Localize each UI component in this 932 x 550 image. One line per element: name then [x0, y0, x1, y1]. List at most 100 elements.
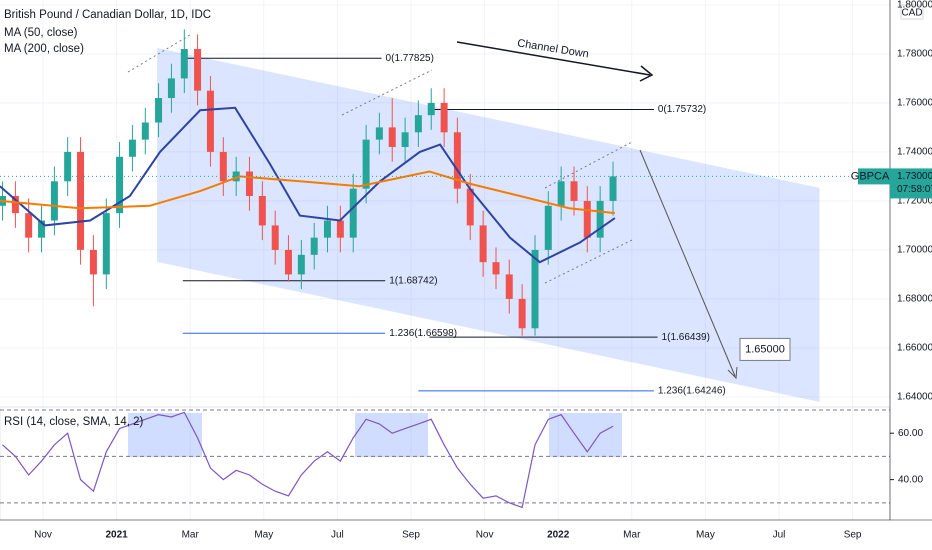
candle-body: [544, 205, 552, 250]
candle-body: [271, 225, 279, 250]
rsi-highlight: [128, 413, 202, 457]
candle-body: [167, 78, 175, 99]
ma-line: [0, 170, 615, 215]
price-label: 1.73000: [897, 171, 932, 182]
fib-label: 0(1.75732): [658, 104, 706, 115]
y-tick-label: 1.80000: [897, 0, 932, 11]
candle-body: [362, 139, 370, 189]
x-tick-label: Nov: [34, 530, 52, 541]
currency: CAD: [901, 8, 922, 19]
candle-body: [323, 220, 331, 238]
x-tick-label: May: [254, 530, 273, 541]
y-tick-label: 1.66000: [897, 343, 932, 354]
candle-body: [297, 254, 305, 275]
x-tick-label: Jul: [773, 530, 786, 541]
rsi-title: RSI (14, close, SMA, 14, 2): [4, 416, 144, 428]
ma-line: [0, 106, 616, 264]
x-tick-label: Sep: [844, 530, 862, 541]
guide-lines: [127, 34, 633, 284]
y-tick-label: 1.72000: [897, 196, 932, 207]
x-tick-label: Jul: [331, 530, 344, 541]
candle-body: [388, 127, 396, 148]
target-box: [739, 337, 791, 361]
candle-body: [609, 176, 617, 201]
candle-body: [141, 122, 149, 140]
candle-body: [596, 200, 604, 238]
candle-body: [583, 200, 591, 238]
candle-body: [64, 151, 72, 182]
x-tick-label: May: [696, 530, 715, 541]
y-tick-label: 1.78000: [897, 49, 932, 60]
y-tick-label: 1.64000: [897, 392, 932, 403]
fib-label: 1.236(1.66598): [389, 328, 457, 339]
candle-body: [310, 237, 318, 255]
candle-body: [77, 151, 85, 250]
candle-body: [102, 213, 110, 275]
candle-body: [557, 181, 565, 206]
guide-line: [341, 69, 433, 116]
candle-body: [518, 298, 526, 329]
candle-body: [466, 188, 474, 226]
candle-body: [479, 225, 487, 263]
x-tick-label: 2021: [105, 530, 128, 541]
rsi-line: [2, 411, 614, 509]
plot: 0(1.77825) 0(1.75732) 1(1.68742) 1.236(1.66…: [0, 29, 890, 509]
candle-body: [25, 213, 33, 238]
y-tick-label: 1.70000: [897, 245, 932, 256]
arrow-head: [639, 65, 654, 82]
candle-body: [440, 102, 448, 133]
candle-body: [116, 156, 124, 214]
candle-body: [492, 262, 500, 275]
rsi-highlight: [549, 413, 622, 457]
candle-body: [375, 127, 383, 140]
fib-label: 1(1.68742): [389, 275, 437, 286]
candle-body: [38, 220, 46, 238]
title: British Pound / Canadian Dollar, 1D, IDC: [4, 9, 211, 21]
target-label: 1.65000: [745, 343, 785, 355]
arrow-head: [727, 366, 738, 380]
x-tick-label: Mar: [182, 530, 200, 541]
legend-entry: MA (200, close): [4, 43, 84, 55]
y-tick-label: 1.74000: [897, 147, 932, 158]
candle-body: [89, 249, 97, 275]
fib-label: 1(1.66439): [662, 332, 710, 343]
candle-body: [50, 181, 58, 221]
candle-body: [219, 151, 227, 182]
rsi-tick-label: 60.00: [898, 428, 923, 439]
x-tick-label: Sep: [402, 530, 420, 541]
candle-body: [505, 274, 513, 299]
candle-body: [258, 196, 266, 226]
candle-body: [531, 249, 539, 329]
rsi-tick-label: 40.00: [898, 474, 923, 485]
fib-label: 0(1.77825): [386, 53, 434, 64]
candle-body: [401, 132, 409, 148]
legend-entry: MA (50, close): [4, 27, 78, 39]
guide-line: [544, 239, 633, 284]
candle-body: [155, 98, 163, 123]
channel: [157, 48, 820, 402]
currency-box: [900, 4, 924, 20]
candle-body: [11, 196, 19, 214]
candle-body: [128, 139, 136, 157]
candle-body: [194, 49, 202, 91]
candle-body: [427, 102, 435, 116]
x-tick-label: Mar: [623, 530, 641, 541]
rsi-highlight: [355, 413, 428, 457]
candle-body: [414, 115, 422, 133]
y-tick-label: 1.76000: [897, 98, 932, 109]
projection-arrow: [639, 149, 736, 377]
y-tick-label: 1.68000: [897, 294, 932, 305]
symbol-tag: [858, 168, 890, 185]
channel-layer: [157, 48, 820, 402]
candle-body: [453, 132, 461, 189]
candle-body: [180, 49, 188, 79]
fib-label: 1.236(1.64246): [658, 386, 726, 397]
countdown: 07:58:07: [897, 184, 932, 195]
x-tick-label: Nov: [476, 530, 494, 541]
guide-line: [127, 34, 191, 73]
symbol: GBPCAD: [851, 170, 898, 182]
price-axis: [890, 0, 932, 520]
